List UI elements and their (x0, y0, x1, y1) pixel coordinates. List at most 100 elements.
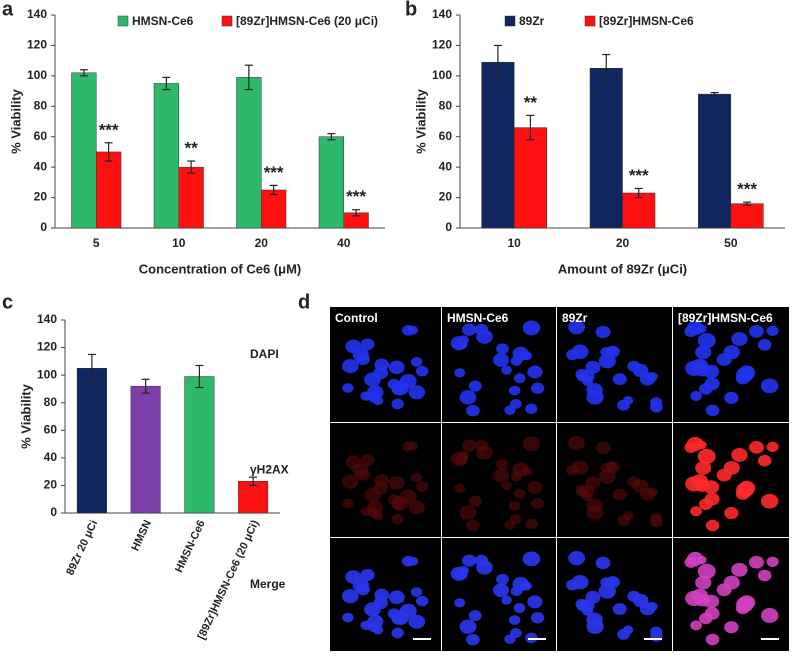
bar (130, 385, 161, 514)
nucleus (695, 461, 712, 475)
bar (96, 151, 122, 229)
significance: *** (99, 120, 119, 139)
nucleus (513, 603, 526, 613)
nucleus (457, 566, 469, 576)
nucleus (595, 556, 611, 570)
nucleus (695, 345, 712, 360)
error-bar (104, 142, 113, 162)
y-tick-label: 60 (34, 129, 48, 143)
nucleus (585, 590, 601, 604)
nucleus (595, 325, 611, 339)
y-tick-label: 0 (50, 505, 57, 519)
panel-label: c (2, 291, 13, 313)
error-bar (493, 44, 502, 80)
bar (622, 192, 656, 229)
nucleus (457, 335, 469, 345)
significance: *** (264, 163, 284, 182)
nucleus (527, 365, 543, 379)
nucleus (586, 389, 604, 405)
row-label: Merge (250, 577, 286, 591)
nucleus (690, 620, 702, 631)
nucleus (474, 554, 489, 567)
nucleus (342, 383, 354, 393)
nucleus (510, 356, 523, 366)
nucleus (723, 345, 740, 360)
y-tick-label: 40 (439, 159, 453, 173)
nucleus (650, 401, 663, 413)
nucleus (571, 574, 589, 590)
nucleus (525, 403, 538, 415)
nucleus (360, 454, 375, 467)
nucleus (696, 555, 707, 565)
nucleus (697, 563, 716, 579)
nucleus (568, 436, 586, 451)
nucleus (474, 439, 489, 452)
nucleus (760, 378, 779, 394)
x-tick-label: 10 (172, 236, 186, 250)
nucleus (410, 357, 423, 367)
nucleus (459, 390, 477, 405)
nucleus (360, 338, 375, 351)
y-tick-label: 40 (44, 450, 58, 464)
nucleus (466, 519, 480, 532)
nucleus (600, 577, 613, 588)
nucleus (639, 487, 656, 501)
bar (481, 61, 515, 229)
nucleus (575, 598, 588, 610)
nucleus (694, 479, 710, 492)
nucleus (508, 615, 521, 625)
nucleus (617, 514, 630, 526)
nucleus (731, 447, 748, 462)
y-tick-label: 80 (34, 98, 48, 112)
x-tick-label: 20 (255, 236, 269, 250)
bar (178, 166, 204, 229)
nucleus (525, 518, 538, 530)
row-label: DAPI (250, 347, 279, 361)
error-bar (249, 476, 258, 487)
y-tick-label: 20 (439, 190, 453, 204)
y-tick-label: 100 (37, 367, 57, 381)
nucleus (521, 581, 532, 591)
nucleus (391, 398, 404, 410)
nucleus (527, 595, 543, 609)
nucleus (724, 391, 739, 404)
nucleus (694, 593, 710, 607)
y-tick-label: 140 (37, 312, 57, 326)
nucleus (696, 324, 707, 334)
nucleus (568, 551, 586, 566)
nucleus (724, 621, 739, 634)
nucleus (391, 610, 410, 625)
nucleus (355, 468, 370, 481)
nucleus (509, 398, 522, 409)
nucleus (501, 365, 512, 375)
bar (318, 136, 344, 229)
nucleus (466, 404, 480, 417)
nucleus (617, 399, 630, 411)
nucleus (388, 590, 405, 605)
legend-swatch (504, 15, 516, 27)
nucleus (575, 368, 588, 380)
error-bar (195, 364, 204, 389)
nucleus (723, 575, 740, 590)
panel-label: b (405, 0, 417, 20)
nucleus (342, 612, 354, 623)
nucleus (360, 569, 375, 581)
y-tick-label: 100 (27, 68, 47, 82)
error-bar (162, 76, 171, 91)
nucleus (724, 506, 739, 520)
nucleus (586, 619, 604, 635)
row-label: γH2AX (250, 463, 289, 477)
bar (184, 376, 215, 514)
significance: ** (524, 93, 538, 112)
y-tick-label: 20 (44, 478, 58, 492)
nucleus (699, 498, 713, 510)
nucleus (530, 382, 545, 394)
y-tick-label: 120 (432, 38, 452, 52)
y-tick-label: 80 (439, 98, 453, 112)
error-bar (743, 201, 752, 206)
nucleus (684, 556, 698, 568)
nucleus (684, 441, 698, 453)
nucleus (705, 519, 720, 532)
nucleus (757, 454, 772, 467)
